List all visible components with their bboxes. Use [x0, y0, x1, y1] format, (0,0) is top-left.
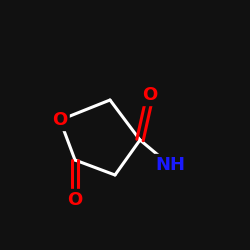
Text: O: O: [68, 191, 82, 209]
Text: NH: NH: [155, 156, 185, 174]
Text: O: O: [52, 111, 68, 129]
Text: O: O: [142, 86, 158, 104]
